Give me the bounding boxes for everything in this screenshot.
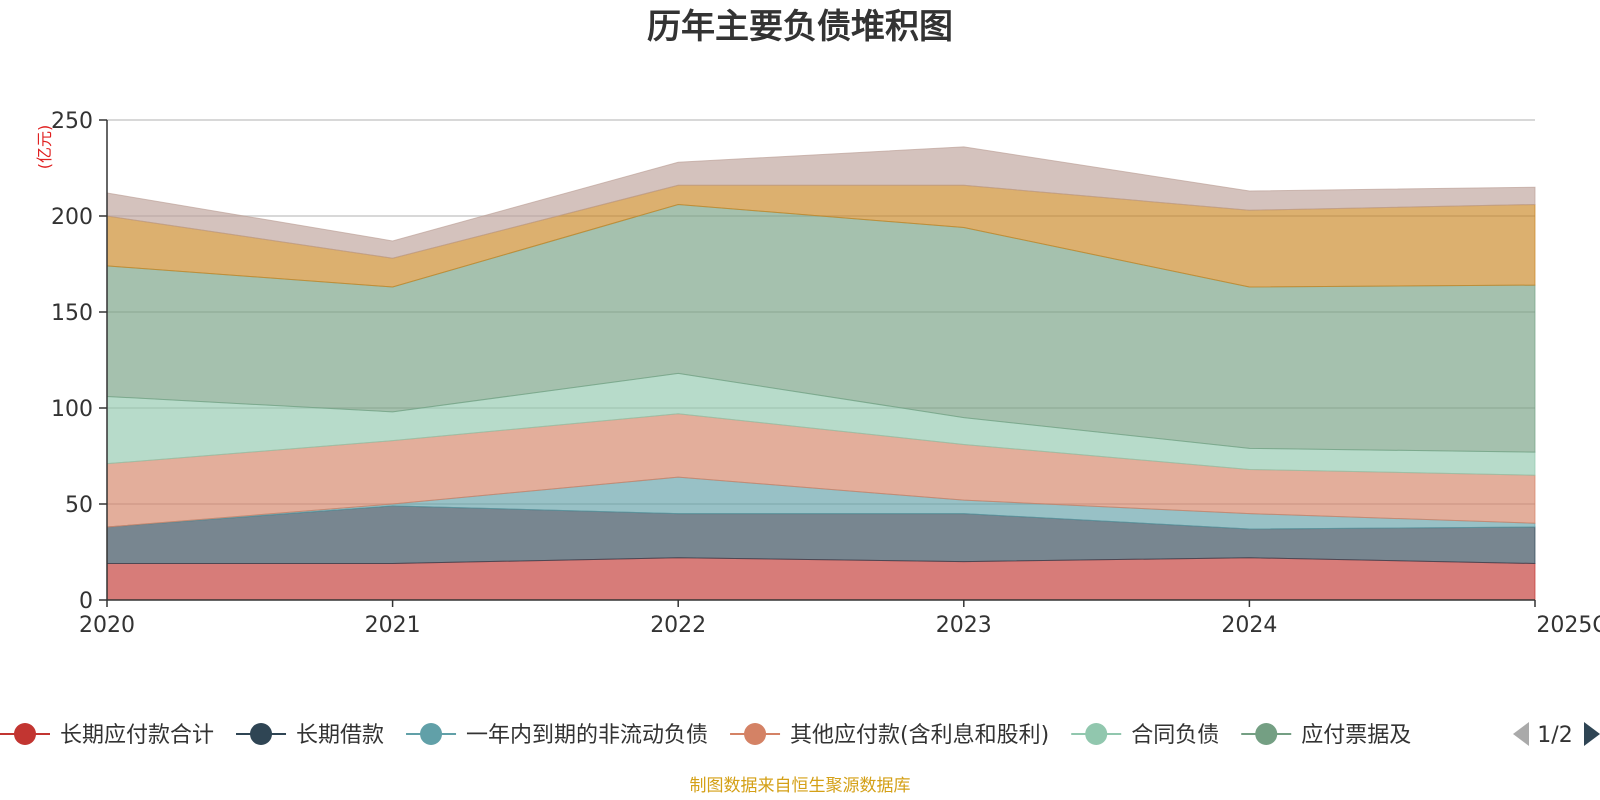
y-tick-label: 0 bbox=[79, 589, 93, 614]
source-note: 制图数据来自恒生聚源数据库 bbox=[690, 776, 911, 796]
chart-title: 历年主要负债堆积图 bbox=[647, 7, 953, 47]
legend-page-indicator: 1/2 bbox=[1537, 723, 1572, 748]
y-tick-label: 200 bbox=[51, 205, 93, 230]
legend: 长期应付款合计 长期借款 一年内到期的非流动负债 其他应付款(含利息和股利) 合同负债 应… bbox=[0, 722, 1600, 748]
legend-next-page-icon[interactable] bbox=[1584, 722, 1600, 746]
area-series-0[interactable] bbox=[106, 557, 1536, 601]
legend-item[interactable]: 长期应付款合计 bbox=[0, 723, 214, 748]
legend-item[interactable]: 应付票据及 bbox=[1241, 723, 1411, 748]
legend-marker-dot bbox=[420, 723, 443, 745]
y-tick-label: 100 bbox=[51, 397, 93, 422]
legend-item[interactable]: 其他应付款(含利息和股利) bbox=[730, 723, 1049, 748]
legend-label: 长期应付款合计 bbox=[60, 723, 214, 748]
x-tick-label: 2022 bbox=[650, 613, 706, 638]
legend-marker-dot bbox=[1085, 723, 1108, 745]
legend-label: 合同负债 bbox=[1131, 723, 1219, 748]
legend-marker-dot bbox=[14, 723, 36, 745]
legend-prev-page-icon[interactable] bbox=[1513, 722, 1529, 746]
area-series-7[interactable] bbox=[106, 146, 1536, 259]
x-tick-label: 2020 bbox=[79, 613, 135, 638]
legend-item[interactable]: 合同负债 bbox=[1071, 723, 1219, 748]
x-tick-label: 2024 bbox=[1221, 613, 1277, 638]
x-tick-label: 2025Q1 bbox=[1536, 613, 1600, 638]
x-tick-label: 2021 bbox=[365, 613, 421, 638]
legend-label: 应付票据及 bbox=[1301, 723, 1411, 748]
legend-marker-dot bbox=[744, 723, 767, 745]
axis-layer: 0 50 100 150 200 250 2020 2021 2022 2023 2024 2025Q… bbox=[51, 109, 1600, 638]
area-layer bbox=[106, 146, 1536, 601]
legend-items: 长期应付款合计 长期借款 一年内到期的非流动负债 其他应付款(含利息和股利) 合同负债 应… bbox=[0, 723, 1411, 748]
legend-marker-dot bbox=[1255, 723, 1278, 745]
y-tick-label: 250 bbox=[51, 109, 93, 134]
legend-label: 长期借款 bbox=[296, 723, 384, 748]
legend-label: 其他应付款(含利息和股利) bbox=[790, 723, 1049, 748]
y-tick-label: 150 bbox=[51, 301, 93, 326]
legend-item[interactable]: 一年内到期的非流动负债 bbox=[406, 723, 708, 748]
legend-marker-dot bbox=[250, 723, 273, 745]
x-tick-label: 2023 bbox=[936, 613, 992, 638]
legend-item[interactable]: 长期借款 bbox=[236, 723, 384, 748]
legend-label: 一年内到期的非流动负债 bbox=[466, 723, 708, 748]
y-tick-label: 50 bbox=[65, 493, 93, 518]
y-axis-unit-label: (亿元) bbox=[35, 125, 54, 170]
